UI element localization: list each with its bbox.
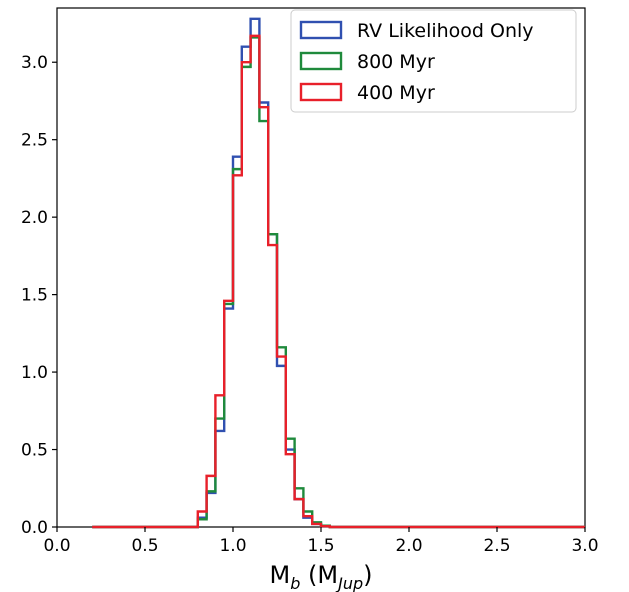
x-tick-label: 2.0 <box>395 536 422 556</box>
y-tick-label: 0.5 <box>21 441 48 461</box>
legend-label-1: 800 Myr <box>357 51 435 73</box>
y-tick-label: 2.0 <box>21 208 48 228</box>
x-tick-label: 1.5 <box>307 536 334 556</box>
series-layer <box>92 17 585 529</box>
legend-label-0: RV Likelihood Only <box>357 20 534 42</box>
legend: RV Likelihood Only 800 Myr 400 Myr <box>290 9 577 113</box>
y-tick-label: 3.0 <box>21 53 48 73</box>
x-tick-label: 1.0 <box>219 536 246 556</box>
legend-swatch-0 <box>299 20 343 40</box>
x-axis-label: Mb (MJup) <box>270 561 373 592</box>
y-tick-label: 1.0 <box>21 363 48 383</box>
ticks-layer: 0.0 0.5 1.0 1.5 2.0 2.5 3.0 0.0 0.5 1.0 1.5 2.0 2.5 3… <box>21 53 599 556</box>
series-line-2 <box>92 34 585 529</box>
legend-swatch-2 <box>299 82 343 102</box>
legend-label-2: 400 Myr <box>357 82 435 104</box>
legend-swatch-1 <box>299 51 343 71</box>
x-tick-label: 0.5 <box>131 536 158 556</box>
y-tick-label: 0.0 <box>21 518 48 538</box>
legend-box <box>290 9 577 113</box>
x-tick-label: 0.0 <box>43 536 70 556</box>
y-tick-label: 2.5 <box>21 131 48 151</box>
x-tick-label: 2.5 <box>483 536 510 556</box>
x-tick-label: 3.0 <box>571 536 598 556</box>
y-tick-label: 1.5 <box>21 286 48 306</box>
